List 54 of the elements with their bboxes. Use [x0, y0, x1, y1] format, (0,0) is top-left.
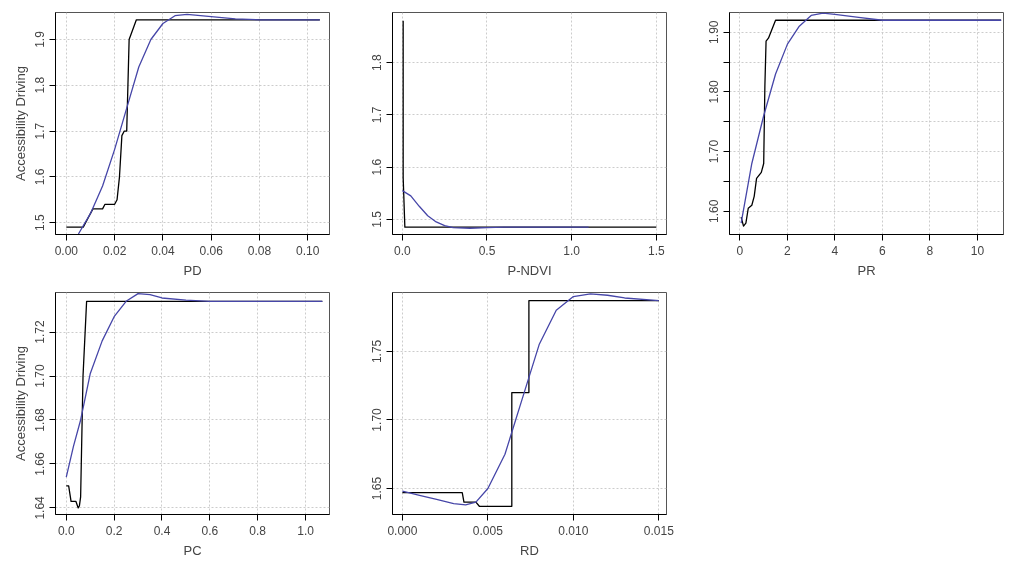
x-axis-title: P-NDVI — [507, 262, 552, 278]
y-tick-label: 1.90 — [707, 20, 722, 44]
x-tick-label: 0.04 — [151, 243, 175, 258]
x-tick-label: 0.015 — [643, 523, 675, 538]
x-tick-label: 1.5 — [648, 243, 666, 258]
y-tick-label: 1.60 — [707, 199, 722, 223]
y-tick-label: 1.7 — [370, 106, 385, 124]
x-axis-title: RD — [520, 542, 539, 558]
x-tick-label: 0.00 — [54, 243, 79, 258]
x-tick-label: 0 — [736, 243, 744, 258]
y-tick-label: 1.9 — [33, 30, 48, 48]
y-tick-label: 1.70 — [707, 139, 722, 164]
x-tick-label: 0.8 — [249, 523, 267, 538]
y-tick-label: 1.6 — [33, 168, 48, 186]
x-tick-label: 0.02 — [102, 243, 127, 258]
x-tick-label: 10 — [970, 243, 985, 258]
y-tick-label: 1.66 — [33, 451, 48, 476]
y-tick-label: 1.70 — [33, 364, 48, 388]
x-tick-label: 0.08 — [247, 243, 272, 258]
x-tick-label: 0.005 — [472, 523, 504, 538]
y-tick-label: 1.5 — [370, 210, 385, 228]
y-tick-label: 1.8 — [370, 53, 385, 71]
x-tick-label: 1.0 — [297, 523, 315, 538]
x-tick-label: 2 — [784, 243, 792, 258]
y-tick-label: 1.5 — [33, 213, 48, 231]
y-axis-title: Accessibility Driving — [12, 66, 28, 181]
x-axis-title: PC — [183, 542, 202, 558]
y-tick-label: 1.80 — [707, 79, 722, 104]
y-axis-title: Accessibility Driving — [12, 346, 28, 461]
x-axis-title: PD — [183, 262, 202, 278]
y-tick-label: 1.7 — [33, 122, 48, 140]
x-tick-label: 1.0 — [563, 243, 581, 258]
y-tick-label: 1.70 — [370, 407, 385, 432]
x-tick-label: 0.06 — [199, 243, 224, 258]
y-tick-label: 1.8 — [33, 76, 48, 94]
y-tick-label: 1.68 — [33, 407, 48, 432]
x-tick-label: 0.0 — [57, 523, 75, 538]
y-tick-label: 1.75 — [370, 339, 385, 364]
y-tick-label: 1.64 — [33, 495, 48, 520]
y-tick-label: 1.65 — [370, 476, 385, 501]
x-axis-title: PR — [857, 262, 876, 278]
x-tick-label: 6 — [879, 243, 887, 258]
x-tick-label: 0.0 — [393, 243, 411, 258]
x-tick-label: 0.10 — [296, 243, 320, 258]
y-tick-label: 1.72 — [33, 320, 48, 344]
x-tick-label: 0.5 — [478, 243, 496, 258]
x-tick-label: 8 — [926, 243, 934, 258]
x-tick-label: 0.6 — [201, 523, 219, 538]
x-tick-label: 4 — [831, 243, 839, 258]
x-tick-label: 0.000 — [387, 523, 418, 538]
y-tick-label: 1.6 — [370, 158, 385, 176]
x-tick-label: 0.4 — [153, 523, 171, 538]
x-tick-label: 0.010 — [558, 523, 589, 538]
x-tick-label: 0.2 — [105, 523, 123, 538]
